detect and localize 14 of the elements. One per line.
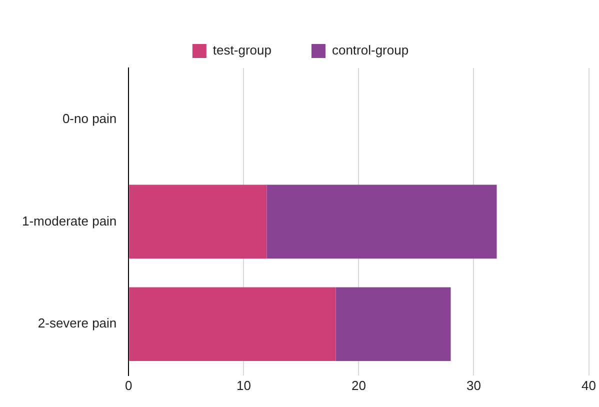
x-tick-label: 0 (125, 378, 132, 393)
x-tick-label: 30 (466, 378, 481, 393)
x-tick-label: 20 (351, 378, 366, 393)
bar (129, 287, 336, 362)
y-tick-label: 0-no pain (62, 110, 117, 126)
y-tick-label: 2-severe pain (38, 316, 117, 331)
y-tick-label: 1-moderate pain (22, 213, 117, 228)
bar (266, 184, 497, 259)
legend-label: test-group (212, 42, 272, 58)
legend-label: control-group (332, 42, 409, 58)
x-tick-label: 40 (582, 378, 596, 393)
bar (129, 184, 267, 259)
bar (336, 287, 451, 362)
x-tick-label: 10 (236, 378, 251, 393)
